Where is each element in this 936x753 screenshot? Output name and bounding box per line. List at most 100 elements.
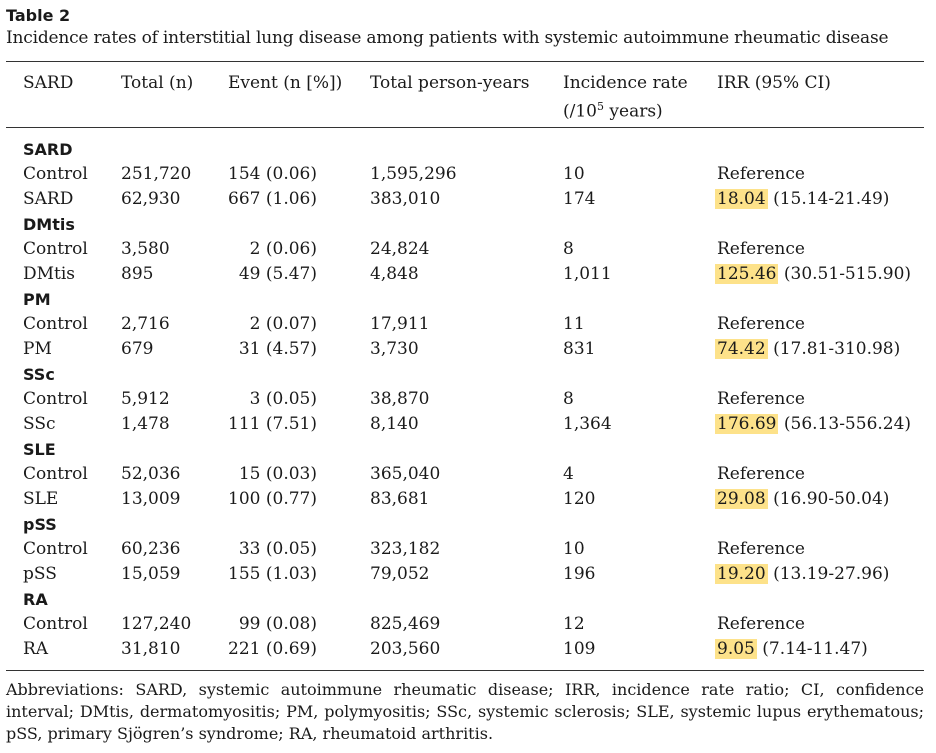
cell-irr: Reference xyxy=(717,164,805,184)
table-footnote: Abbreviations: SARD, systemic autoimmune… xyxy=(6,680,924,743)
row-label: Control xyxy=(23,239,88,259)
header-incidence-prefix: (/10 xyxy=(563,101,597,122)
cell-event: 3 (0.05) xyxy=(249,389,317,409)
cell-irr: 18.04 (15.14-21.49) xyxy=(715,187,890,212)
table-row: Control 3,580 2 (0.06) 24,824 8 Referenc… xyxy=(0,237,936,262)
cell-event: 99 (0.08) xyxy=(238,614,317,634)
cell-event: 154 (0.06) xyxy=(228,164,317,184)
group-name: SARD xyxy=(23,140,73,159)
cell-total: 60,236 xyxy=(121,539,181,559)
cell-person-years: 38,870 xyxy=(370,389,430,409)
irr-ci: (17.81-310.98) xyxy=(773,339,901,359)
table-row: SLE 13,009 100 (0.77) 83,681 120 29.08 (… xyxy=(0,487,936,512)
group-name: DMtis xyxy=(23,215,75,234)
header-rule xyxy=(6,127,924,128)
irr-ci: (16.90-50.04) xyxy=(773,489,890,509)
row-label: PM xyxy=(23,339,52,359)
cell-incidence-rate: 12 xyxy=(563,614,585,634)
cell-irr: 74.42 (17.81-310.98) xyxy=(715,337,901,362)
cell-person-years: 79,052 xyxy=(370,564,430,584)
table-label: Table 2 xyxy=(6,6,71,25)
cell-incidence-rate: 109 xyxy=(563,639,596,659)
cell-incidence-rate: 4 xyxy=(563,464,574,484)
cell-event: 155 (1.03) xyxy=(228,564,317,584)
cell-person-years: 323,182 xyxy=(370,539,441,559)
row-label: Control xyxy=(23,164,88,184)
cell-incidence-rate: 11 xyxy=(563,314,585,334)
cell-irr: Reference xyxy=(717,464,805,484)
irr-point-highlight: 74.42 xyxy=(715,339,768,359)
cell-irr: Reference xyxy=(717,389,805,409)
header-person-years: Total person-years xyxy=(370,73,530,93)
group-heading-row: SSc xyxy=(0,362,936,387)
cell-irr: 9.05 (7.14-11.47) xyxy=(715,637,868,662)
header-incidence-exponent: 5 xyxy=(597,100,604,113)
group-heading-row: RA xyxy=(0,587,936,612)
header-incidence-rate: Incidence rate (/105 years) xyxy=(563,71,688,124)
cell-event: 111 (7.51) xyxy=(228,414,317,434)
irr-ci: (15.14-21.49) xyxy=(773,189,890,209)
cell-event: 49 (5.47) xyxy=(238,264,317,284)
irr-ci: (56.13-556.24) xyxy=(783,414,912,434)
row-label: Control xyxy=(23,389,88,409)
cell-person-years: 8,140 xyxy=(370,414,419,434)
cell-irr: 29.08 (16.90-50.04) xyxy=(715,487,890,512)
cell-person-years: 203,560 xyxy=(370,639,441,659)
table-row: DMtis 895 49 (5.47) 4,848 1,011 125.46 (… xyxy=(0,262,936,287)
header-incidence-line2: (/105 years) xyxy=(563,95,688,124)
cell-total: 679 xyxy=(121,339,154,359)
cell-event: 2 (0.06) xyxy=(249,239,317,259)
irr-point-highlight: 125.46 xyxy=(715,264,779,284)
cell-incidence-rate: 10 xyxy=(563,539,585,559)
table-row: RA 31,810 221 (0.69) 203,560 109 9.05 (7… xyxy=(0,637,936,662)
cell-total: 13,009 xyxy=(121,489,181,509)
irr-point-highlight: 176.69 xyxy=(715,414,779,434)
table-row: SSc 1,478 111 (7.51) 8,140 1,364 176.69 … xyxy=(0,412,936,437)
header-total: Total (n) xyxy=(121,73,194,93)
cell-total: 15,059 xyxy=(121,564,181,584)
row-label: pSS xyxy=(23,564,57,584)
cell-irr: 19.20 (13.19-27.96) xyxy=(715,562,889,587)
row-label: Control xyxy=(23,614,88,634)
cell-person-years: 3,730 xyxy=(370,339,419,359)
header-sard: SARD xyxy=(23,73,74,93)
row-label: Control xyxy=(23,464,88,484)
cell-total: 127,240 xyxy=(121,614,192,634)
bottom-rule xyxy=(6,670,924,671)
group-name: RA xyxy=(23,590,48,609)
header-incidence-suffix: years) xyxy=(604,101,663,122)
cell-event: 2 (0.07) xyxy=(249,314,317,334)
irr-point-highlight: 18.04 xyxy=(715,189,768,209)
row-label: SLE xyxy=(23,489,59,509)
table-row: Control 5,912 3 (0.05) 38,870 8 Referenc… xyxy=(0,387,936,412)
cell-irr: Reference xyxy=(717,539,805,559)
cell-incidence-rate: 10 xyxy=(563,164,585,184)
cell-person-years: 383,010 xyxy=(370,189,441,209)
cell-event: 15 (0.03) xyxy=(238,464,317,484)
table-row: Control 251,720 154 (0.06) 1,595,296 10 … xyxy=(0,162,936,187)
cell-total: 1,478 xyxy=(121,414,170,434)
group-heading-row: PM xyxy=(0,287,936,312)
irr-ci: (7.14-11.47) xyxy=(762,639,868,659)
group-name: pSS xyxy=(23,515,57,534)
group-heading-row: pSS xyxy=(0,512,936,537)
table-row: PM 679 31 (4.57) 3,730 831 74.42 (17.81-… xyxy=(0,337,936,362)
table-caption: Incidence rates of interstitial lung dis… xyxy=(6,28,889,48)
cell-total: 3,580 xyxy=(121,239,170,259)
row-label: RA xyxy=(23,639,49,659)
table-row: Control 60,236 33 (0.05) 323,182 10 Refe… xyxy=(0,537,936,562)
cell-total: 52,036 xyxy=(121,464,181,484)
cell-incidence-rate: 8 xyxy=(563,389,574,409)
group-heading-row: DMtis xyxy=(0,212,936,237)
row-label: SARD xyxy=(23,189,74,209)
cell-event: 221 (0.69) xyxy=(228,639,317,659)
cell-person-years: 17,911 xyxy=(370,314,430,334)
cell-incidence-rate: 1,011 xyxy=(563,264,612,284)
group-name: SLE xyxy=(23,440,56,459)
header-event: Event (n [%]) xyxy=(228,73,343,93)
irr-point-highlight: 19.20 xyxy=(715,564,768,584)
cell-person-years: 365,040 xyxy=(370,464,441,484)
row-label: Control xyxy=(23,314,88,334)
group-name: SSc xyxy=(23,365,55,384)
cell-person-years: 825,469 xyxy=(370,614,441,634)
